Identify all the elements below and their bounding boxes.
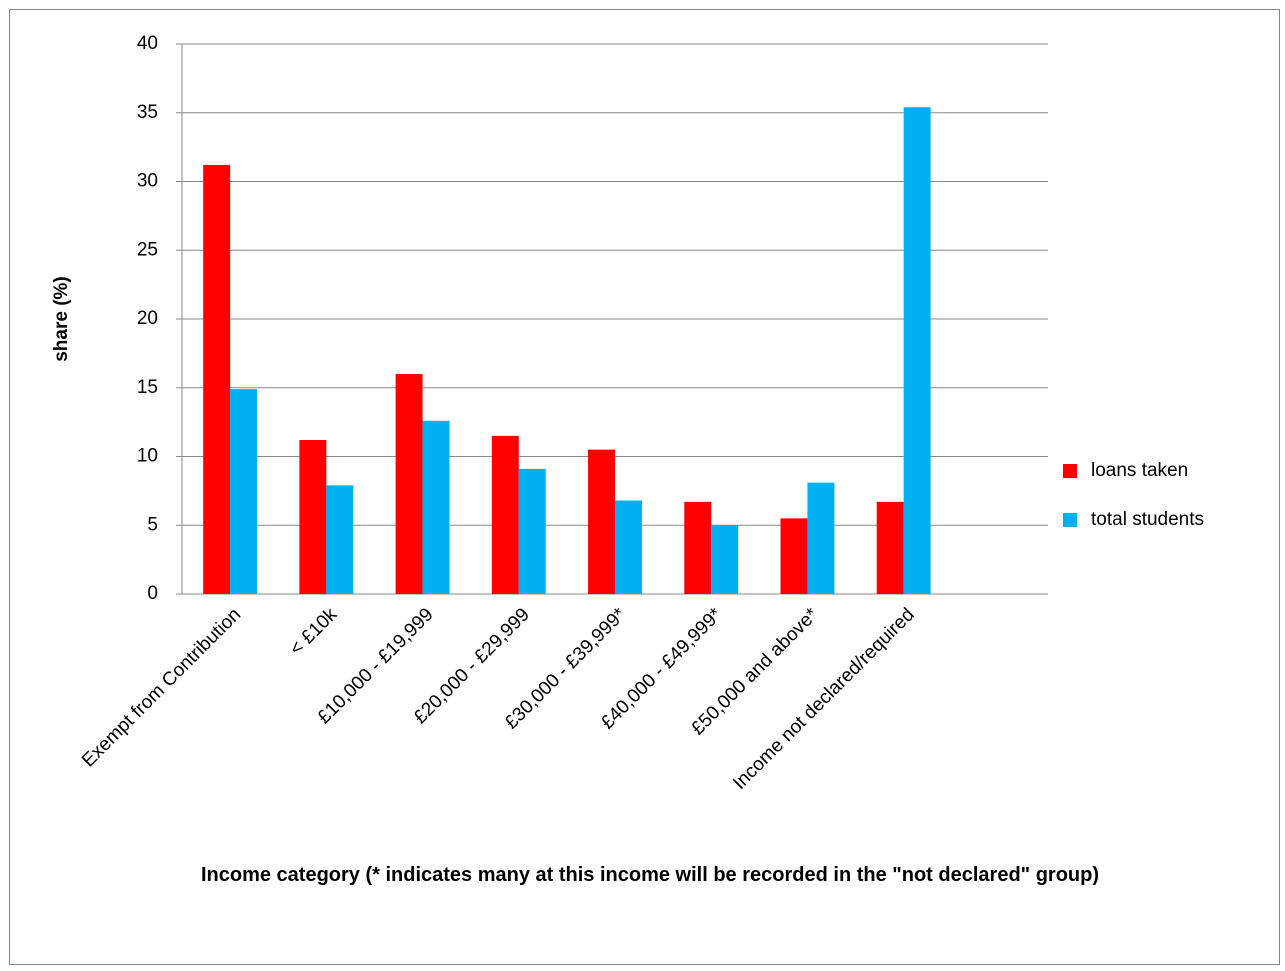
y-tick-label: 20 [137, 308, 158, 329]
y-tick-label: 35 [137, 102, 158, 123]
bar [299, 440, 327, 594]
bar [588, 449, 615, 594]
legend-label: loans taken [1091, 460, 1188, 481]
bar [903, 107, 931, 594]
bar [395, 374, 423, 594]
bar [518, 468, 546, 594]
bar [684, 501, 712, 594]
bar [230, 389, 258, 594]
bar [203, 165, 231, 594]
legend-swatch [1063, 513, 1077, 527]
y-axis-title: share (%) [51, 276, 72, 362]
x-axis-title: Income category (* indicates many at thi… [200, 864, 1100, 886]
legend-label: total students [1091, 509, 1204, 530]
bar [491, 435, 519, 594]
y-tick-label: 0 [147, 583, 158, 604]
bar [326, 485, 354, 594]
bar [711, 525, 739, 594]
bar [876, 501, 904, 594]
y-tick-label: 25 [137, 239, 158, 260]
bar [780, 518, 808, 594]
chart-border [9, 9, 1280, 965]
y-tick-label: 40 [137, 33, 158, 54]
y-tick-label: 5 [147, 514, 158, 535]
bar [615, 500, 642, 594]
y-tick-label: 30 [137, 171, 158, 192]
y-tick-label: 10 [137, 446, 158, 467]
legend-swatch [1063, 464, 1077, 478]
bar [422, 420, 450, 594]
y-tick-label: 15 [137, 377, 158, 398]
bar [807, 482, 835, 594]
